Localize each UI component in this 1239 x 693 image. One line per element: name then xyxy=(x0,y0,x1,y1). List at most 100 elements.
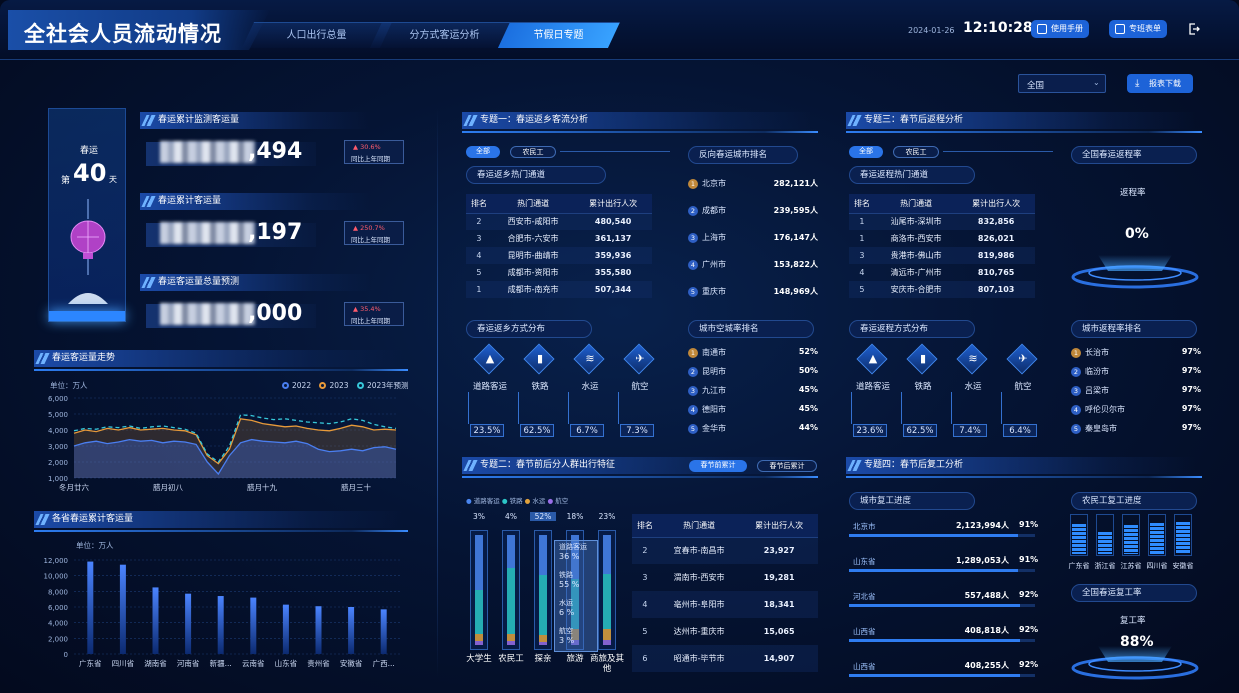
mode-percent: 7.4% xyxy=(953,424,987,437)
x-tick-label: 四川省 xyxy=(112,658,135,668)
table-row[interactable]: 5 安庆市-合肥市 807,103 xyxy=(849,281,1035,298)
header-marker xyxy=(35,514,50,525)
filter-all-pill[interactable]: 全部 xyxy=(466,146,500,158)
x-tick-label: 腊月十九 xyxy=(247,482,277,492)
rank-row[interactable]: 3 九江市 45% xyxy=(688,383,818,399)
panel-title: 专题四：春节后复工分析 xyxy=(864,460,964,470)
table-row[interactable]: 5 成都市-资阳市 355,580 xyxy=(466,264,652,281)
filter-farmer-pill[interactable]: 农民工 xyxy=(893,146,939,158)
tab-transport-mode[interactable]: 分方式客运分析 xyxy=(369,22,521,48)
rank-row[interactable]: 3 吕梁市 97% xyxy=(1071,383,1201,399)
cumulative-passenger-value: ,197 xyxy=(248,220,303,245)
rank-badge: 3 xyxy=(688,386,698,396)
table-row[interactable]: 5 达州市-重庆市 15,065 xyxy=(632,618,818,645)
progress-row[interactable]: 山西省 408,818人 92% xyxy=(849,623,1039,645)
filter-all-pill[interactable]: 全部 xyxy=(849,146,883,158)
cell: 807,103 xyxy=(957,281,1035,298)
panel-underline xyxy=(462,476,818,478)
cell: 18,341 xyxy=(740,591,818,618)
y-tick-label: 4,000 xyxy=(48,620,68,628)
mode-connector xyxy=(851,392,852,424)
progress-row[interactable]: 河北省 557,488人 92% xyxy=(849,588,1039,610)
rank-row[interactable]: 5 金华市 44% xyxy=(688,421,818,437)
mode-label: 航空 xyxy=(631,382,649,392)
subheader-reverse: 反向春运城市排名 xyxy=(688,146,798,164)
group-segment xyxy=(507,634,515,641)
group-segment xyxy=(571,628,579,640)
tab-holiday[interactable]: 节假日专题 xyxy=(497,22,621,48)
tooltip-name: 铁路 xyxy=(559,571,573,579)
mode-icon: ✈ xyxy=(635,352,645,365)
mode-icon: ≋ xyxy=(968,352,978,365)
progress-row[interactable]: 山西省 408,255人 92% xyxy=(849,658,1039,680)
rank-row[interactable]: 1 北京市 282,121人 xyxy=(688,176,818,192)
tab-label: 分方式客运分析 xyxy=(409,30,480,41)
table-row[interactable]: 6 昭通市-毕节市 14,907 xyxy=(632,645,818,672)
rank-row[interactable]: 5 秦皇岛市 97% xyxy=(1071,421,1201,437)
mode-label: 铁路 xyxy=(531,382,549,392)
rank-row[interactable]: 2 昆明市 50% xyxy=(688,364,818,380)
cell: 1 xyxy=(849,213,875,230)
download-button[interactable]: ⤓ 报表下载 xyxy=(1127,74,1193,93)
mode-percent: 62.5% xyxy=(520,424,554,437)
rank-row[interactable]: 3 上海市 176,147人 xyxy=(688,230,818,246)
col-rank: 排名 xyxy=(632,514,658,538)
change-up: ▲ 35.4% xyxy=(353,305,381,313)
compare-label: 同比上年同期 xyxy=(351,236,390,244)
mode-percent: 7.3% xyxy=(620,424,654,437)
table-row[interactable]: 4 清远市-广州市 810,765 xyxy=(849,264,1035,281)
filter-before-pill[interactable]: 春节前累计 xyxy=(689,460,747,472)
subheader-return-routes: 春运返程热门通道 xyxy=(849,166,975,184)
group-bar-frame xyxy=(534,530,552,650)
panel-header-province: 各省春运累计客运量 xyxy=(34,511,404,528)
table-row[interactable]: 1 商洛市-西安市 826,021 xyxy=(849,230,1035,247)
cell: 4 xyxy=(632,591,658,618)
rank-row[interactable]: 1 南通市 52% xyxy=(688,345,818,361)
group-segment xyxy=(507,535,515,568)
table-row[interactable]: 4 昆明市-曲靖市 359,936 xyxy=(466,247,652,264)
manual-button[interactable]: 使用手册 xyxy=(1031,20,1089,38)
table-row[interactable]: 2 西安市-咸阳市 480,540 xyxy=(466,213,652,230)
table-row[interactable]: 3 合肥市-六安市 361,137 xyxy=(466,230,652,247)
tab-population[interactable]: 人口出行总量 xyxy=(241,22,393,48)
rank-value: 97% xyxy=(1181,347,1201,356)
table-row[interactable]: 1 汕尾市-深圳市 832,856 xyxy=(849,213,1035,230)
rank-row[interactable]: 1 长治市 97% xyxy=(1071,345,1201,361)
rank-row[interactable]: 5 重庆市 148,969人 xyxy=(688,284,818,300)
group-routes-table: 排名 热门通道 累计出行人次 2 宜春市-南昌市 23,927 3 渭南市-西安市 19,2… xyxy=(632,514,818,672)
progress-name: 河北省 xyxy=(853,592,876,601)
rank-row[interactable]: 4 德阳市 45% xyxy=(688,402,818,418)
logout-icon[interactable] xyxy=(1188,23,1200,35)
title-plate xyxy=(8,10,270,50)
mode-percent: 23.6% xyxy=(853,424,887,437)
subheader-return-rate: 全国春运返程率 xyxy=(1071,146,1197,164)
filter-farmer-pill[interactable]: 农民工 xyxy=(510,146,556,158)
rank-row[interactable]: 4 广州市 153,822人 xyxy=(688,257,818,273)
tooltip-pct: 3 % xyxy=(559,636,575,645)
group-pct: 23% xyxy=(598,512,616,521)
progress-row[interactable]: 山东省 1,289,053人 91% xyxy=(849,553,1039,575)
cell: 19,281 xyxy=(763,573,795,582)
header-time: 12:10:28 xyxy=(963,20,1033,36)
rank-row[interactable]: 2 成都市 239,595人 xyxy=(688,203,818,219)
tooltip-popup: 道路客运 36 % 铁路 55 % 水运 6 % 航空 3 % xyxy=(554,540,598,652)
panel-underline xyxy=(34,530,408,532)
filter-after-pill[interactable]: 春节后累计 xyxy=(757,460,817,472)
trend-unit: 单位：万人 xyxy=(50,381,88,390)
rank-name: 秦皇岛市 xyxy=(1085,424,1117,433)
table-row[interactable]: 4 亳州市-阜阳市 18,341 xyxy=(632,591,818,618)
region-select[interactable]: 全国 ⌄ xyxy=(1018,74,1106,93)
mode-icon: ≋ xyxy=(585,352,595,365)
table-row[interactable]: 1 成都市-南充市 507,344 xyxy=(466,281,652,298)
table-row[interactable]: 3 渭南市-西安市 19,281 xyxy=(632,564,818,591)
rank-row[interactable]: 4 呼伦贝尔市 97% xyxy=(1071,402,1201,418)
legend-label: 2023年预测 xyxy=(366,381,409,390)
rank-row[interactable]: 2 临汾市 97% xyxy=(1071,364,1201,380)
table-row[interactable]: 3 贵港市-佛山市 819,986 xyxy=(849,247,1035,264)
change-up: ▲ 250.7% xyxy=(353,224,385,232)
y-tick-label: 12,000 xyxy=(44,557,69,565)
progress-row[interactable]: 北京市 2,123,994人 91% xyxy=(849,518,1039,540)
report-form-button[interactable]: 专班表单 xyxy=(1109,20,1167,38)
table-row[interactable]: 2 宜春市-南昌市 23,927 xyxy=(632,537,818,564)
group-segment xyxy=(475,590,483,634)
